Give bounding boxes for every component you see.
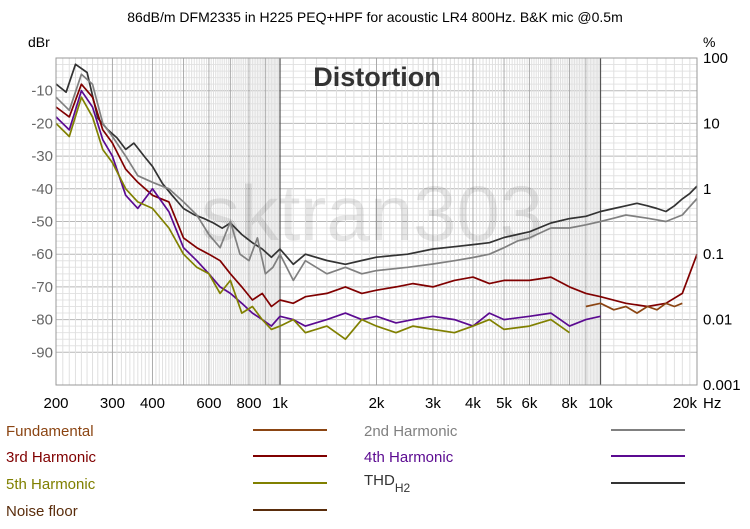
y-right-tick-label: 0.1	[703, 246, 724, 263]
x-tick-label: 3k	[425, 395, 441, 412]
x-tick-label: 200	[43, 395, 68, 412]
chart-title: 86dB/m DFM2335 in H225 PEQ+HPF for acous…	[127, 9, 622, 25]
x-tick-label: 300	[100, 395, 125, 412]
y-right-tick-label: 10	[703, 115, 720, 132]
series-3rd-harmonic	[55, 83, 698, 308]
legend: Fundamental 2nd Harmonic 3rd Harmonic 4th H…	[6, 423, 685, 520]
y-left-tick-label: -10	[31, 83, 53, 100]
x-tick-label: 5k	[496, 395, 512, 412]
plot-frame	[55, 57, 698, 386]
y-left-tick-labels: -10 -20 -30 -40 -50 -60 -70 -80 -90	[31, 83, 53, 362]
y-left-tick-label: -30	[31, 148, 53, 165]
y-left-tick-label: -60	[31, 246, 53, 263]
right-axis-unit: %	[703, 34, 715, 50]
x-tick-label: 600	[196, 395, 221, 412]
legend-label: Noise floor	[6, 503, 78, 520]
series-fundamental	[585, 302, 683, 314]
chart-annotation: Distortion	[313, 62, 441, 92]
x-tick-label: 800	[236, 395, 261, 412]
y-left-tick-label: -90	[31, 344, 53, 361]
y-right-tick-label: 100	[703, 50, 728, 67]
y-right-tick-label: 0.01	[703, 312, 732, 329]
legend-label: 2nd Harmonic	[364, 423, 458, 440]
x-tick-label: 400	[140, 395, 165, 412]
y-left-tick-label: -20	[31, 115, 53, 132]
watermark: sktran303	[201, 169, 544, 257]
y-right-tick-label: 1	[703, 181, 711, 198]
x-tick-label: 4k	[465, 395, 481, 412]
y-left-tick-label: -80	[31, 312, 53, 329]
legend-label: Fundamental	[6, 423, 94, 440]
x-tick-labels: 200 300 400 600 800 1k 2k 3k 4k 5k 6k 8k 10k 20k	[43, 395, 697, 412]
y-right-tick-labels: 100 10 1 0.1 0.01 0.001	[703, 50, 741, 394]
legend-label: 4th Harmonic	[364, 449, 454, 466]
y-left-tick-label: -40	[31, 181, 53, 198]
grid	[55, 58, 698, 385]
x-tick-label: 2k	[369, 395, 385, 412]
series-4th-harmonic	[55, 89, 601, 327]
legend-label: 3rd Harmonic	[6, 449, 97, 466]
x-tick-label: 8k	[562, 395, 578, 412]
x-tick-label: 10k	[588, 395, 613, 412]
series-2nd-harmonic	[55, 73, 698, 282]
legend-label-subscript: H2	[395, 481, 411, 495]
x-tick-label: 1k	[272, 395, 288, 412]
legend-label: 5th Harmonic	[6, 476, 96, 493]
y-left-tick-label: -50	[31, 214, 53, 231]
left-axis-unit: dBr	[28, 34, 50, 50]
series-thd	[55, 63, 698, 266]
series-5th-harmonic	[55, 96, 570, 341]
y-right-tick-label: 0.001	[703, 377, 741, 394]
series-lines	[55, 63, 698, 341]
legend-label: THDH2	[364, 472, 410, 495]
y-left-tick-label: -70	[31, 279, 53, 296]
x-axis-unit: Hz	[703, 395, 721, 412]
x-tick-label: 6k	[521, 395, 537, 412]
x-tick-label: 20k	[673, 395, 698, 412]
